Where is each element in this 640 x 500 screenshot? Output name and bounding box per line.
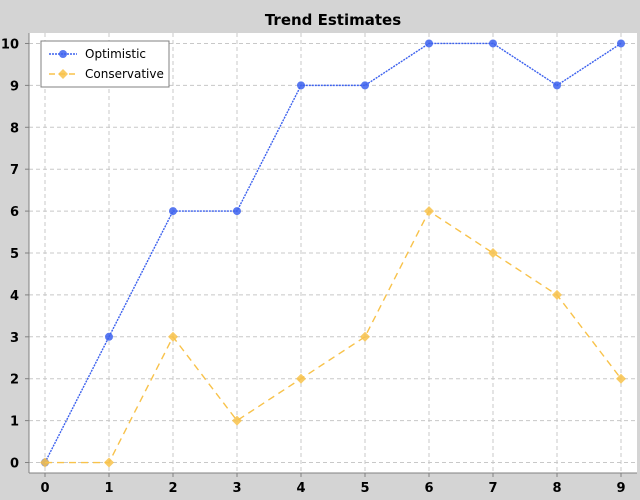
data-point <box>168 331 178 342</box>
y-tick-label: 8 <box>10 121 19 136</box>
x-tick-label: 8 <box>552 481 561 496</box>
series-1 <box>40 206 626 468</box>
series-line <box>44 42 622 463</box>
data-point <box>360 331 370 342</box>
x-tick-label: 9 <box>616 481 625 496</box>
series-0 <box>41 39 625 467</box>
x-tick-label: 4 <box>296 481 305 496</box>
data-point <box>552 289 562 300</box>
x-tick-label: 6 <box>424 481 433 496</box>
y-tick-label: 5 <box>10 247 19 262</box>
data-point <box>616 373 626 384</box>
legend-label: Conservative <box>85 67 164 81</box>
chart-title: Trend Estimates <box>265 11 401 29</box>
legend-marker <box>58 69 68 79</box>
legend-marker <box>59 50 67 58</box>
y-tick-label: 3 <box>10 331 19 346</box>
x-tick-label: 5 <box>360 481 369 496</box>
y-tick-label: 9 <box>10 79 19 94</box>
series-layer <box>40 39 626 468</box>
legend-box <box>40 40 170 88</box>
grid-lines <box>29 33 637 473</box>
data-point <box>233 207 241 216</box>
legend: Optimistic Conservative <box>40 40 170 88</box>
y-tick-label: 4 <box>10 289 19 304</box>
data-point <box>105 332 113 341</box>
data-point <box>297 81 305 90</box>
axes: 0 1 2 3 4 5 6 7 8 9 0 1 2 3 4 5 6 7 8 9 10 <box>1 33 637 496</box>
legend-label: Optimistic <box>85 47 146 61</box>
data-point <box>40 457 50 468</box>
y-tick-label: 1 <box>10 415 19 430</box>
x-tick-label: 7 <box>488 481 497 496</box>
data-point <box>361 81 369 90</box>
data-point <box>489 39 497 48</box>
y-tick-label: 10 <box>1 37 19 52</box>
y-tick-label: 6 <box>10 205 19 220</box>
y-tick-label: 7 <box>10 163 19 178</box>
series-line <box>45 210 622 464</box>
data-point <box>617 39 625 48</box>
data-point <box>169 207 177 216</box>
data-point <box>553 81 561 90</box>
x-tick-label: 1 <box>104 481 113 496</box>
data-point <box>488 248 498 258</box>
data-point <box>296 373 306 384</box>
x-tick-label: 2 <box>168 481 177 496</box>
y-tick-label: 0 <box>10 457 19 472</box>
data-point <box>425 39 433 48</box>
x-tick-label: 3 <box>232 481 241 496</box>
data-point <box>232 415 242 426</box>
data-point <box>424 206 434 217</box>
data-point <box>104 457 114 468</box>
y-tick-label: 2 <box>10 373 19 388</box>
x-tick-label: 0 <box>40 481 49 496</box>
